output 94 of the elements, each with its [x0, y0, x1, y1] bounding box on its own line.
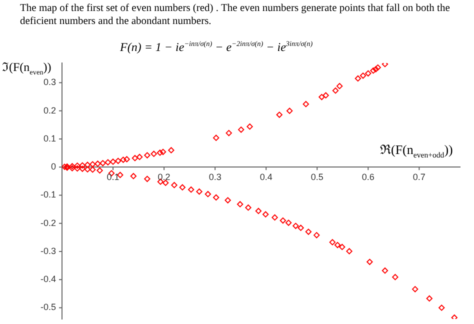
y-axis-title: ℑ(F(n$_{even}$))	[2, 59, 52, 76]
point	[354, 75, 362, 82]
point	[236, 201, 244, 208]
point	[426, 295, 432, 302]
point	[115, 158, 122, 164]
x-tick-label: 0.6	[362, 172, 374, 182]
point	[392, 274, 398, 280]
point	[329, 239, 336, 246]
point	[62, 164, 68, 170]
point	[96, 167, 103, 174]
point	[286, 108, 293, 114]
point	[302, 100, 310, 108]
point	[366, 258, 373, 265]
point	[292, 222, 299, 229]
point	[332, 87, 339, 94]
point	[365, 70, 372, 77]
x-tick-label: 0.5	[310, 172, 324, 182]
point	[150, 150, 157, 157]
x-tick-label: 0.3	[208, 172, 222, 182]
point	[318, 94, 325, 100]
point	[213, 194, 220, 201]
x-tick-label: 0.7	[412, 172, 426, 182]
point	[245, 204, 252, 211]
x-axis-title: ℜ(F(n$_{even+odd}$))	[380, 141, 453, 160]
y-tick-label: 0.3	[43, 77, 56, 88]
point	[272, 214, 278, 221]
text: F(n) = 1 − ie$^{−inπ/σ(n)}$ − e$^{−2inπ/σ(n)}$ − ie$^{3inπ/σ(n)}$	[120, 40, 313, 55]
point	[276, 112, 282, 118]
y-tick-label: -0.5	[40, 302, 56, 312]
point	[104, 159, 112, 166]
point	[336, 82, 343, 90]
point	[120, 156, 126, 163]
point	[412, 286, 418, 292]
x-tick-label: 0.1	[106, 172, 120, 182]
point	[110, 158, 116, 165]
point	[179, 184, 186, 190]
point	[298, 224, 304, 231]
point	[334, 242, 341, 248]
point	[285, 220, 292, 226]
chart-title: The map of the first set of even numbers (red) . The even numbers generate points that fall on both the deficient numbers and the abondant numbers.	[20, 2, 451, 28]
point	[160, 148, 166, 155]
point	[74, 165, 80, 172]
point	[213, 134, 220, 141]
point	[262, 211, 269, 218]
point	[144, 152, 150, 158]
point	[144, 176, 150, 182]
point	[370, 67, 376, 74]
x-tick-label: 0.4	[260, 172, 272, 182]
y-tick-label: 0.2	[43, 105, 56, 116]
point	[79, 166, 86, 172]
point	[130, 172, 137, 180]
point	[374, 64, 381, 71]
point	[100, 160, 106, 166]
y-tick-label: -0.3	[40, 246, 56, 256]
point	[226, 130, 232, 136]
point	[90, 161, 96, 168]
y-tick-label: 0.1	[43, 133, 56, 144]
point	[69, 165, 76, 172]
point	[84, 162, 91, 168]
x-tick-label: 0.2	[158, 172, 170, 182]
point	[339, 244, 346, 250]
y-tick-label: 0	[50, 162, 56, 172]
point	[136, 154, 143, 160]
point	[360, 72, 366, 79]
point	[238, 126, 244, 133]
point	[69, 163, 76, 170]
point	[90, 166, 96, 173]
point	[280, 217, 286, 224]
point	[79, 162, 86, 168]
point	[204, 190, 212, 198]
point	[322, 92, 329, 98]
point	[451, 314, 458, 319]
y-tick-label: -0.1	[40, 190, 56, 200]
point	[188, 186, 194, 193]
point	[438, 304, 445, 311]
point	[124, 156, 130, 162]
point	[372, 66, 379, 72]
point	[132, 154, 138, 162]
point	[168, 147, 174, 154]
point	[246, 123, 253, 130]
y-tick-label: -0.2	[40, 218, 56, 228]
point	[314, 232, 320, 238]
point	[156, 150, 164, 156]
point	[84, 166, 91, 172]
point	[94, 160, 101, 167]
point	[196, 188, 202, 195]
point	[74, 162, 80, 169]
point	[171, 182, 178, 188]
y-tick-label: -0.4	[40, 274, 56, 284]
point	[346, 248, 352, 254]
point	[255, 208, 262, 214]
point	[224, 197, 231, 204]
point	[305, 228, 312, 235]
point	[382, 268, 388, 274]
